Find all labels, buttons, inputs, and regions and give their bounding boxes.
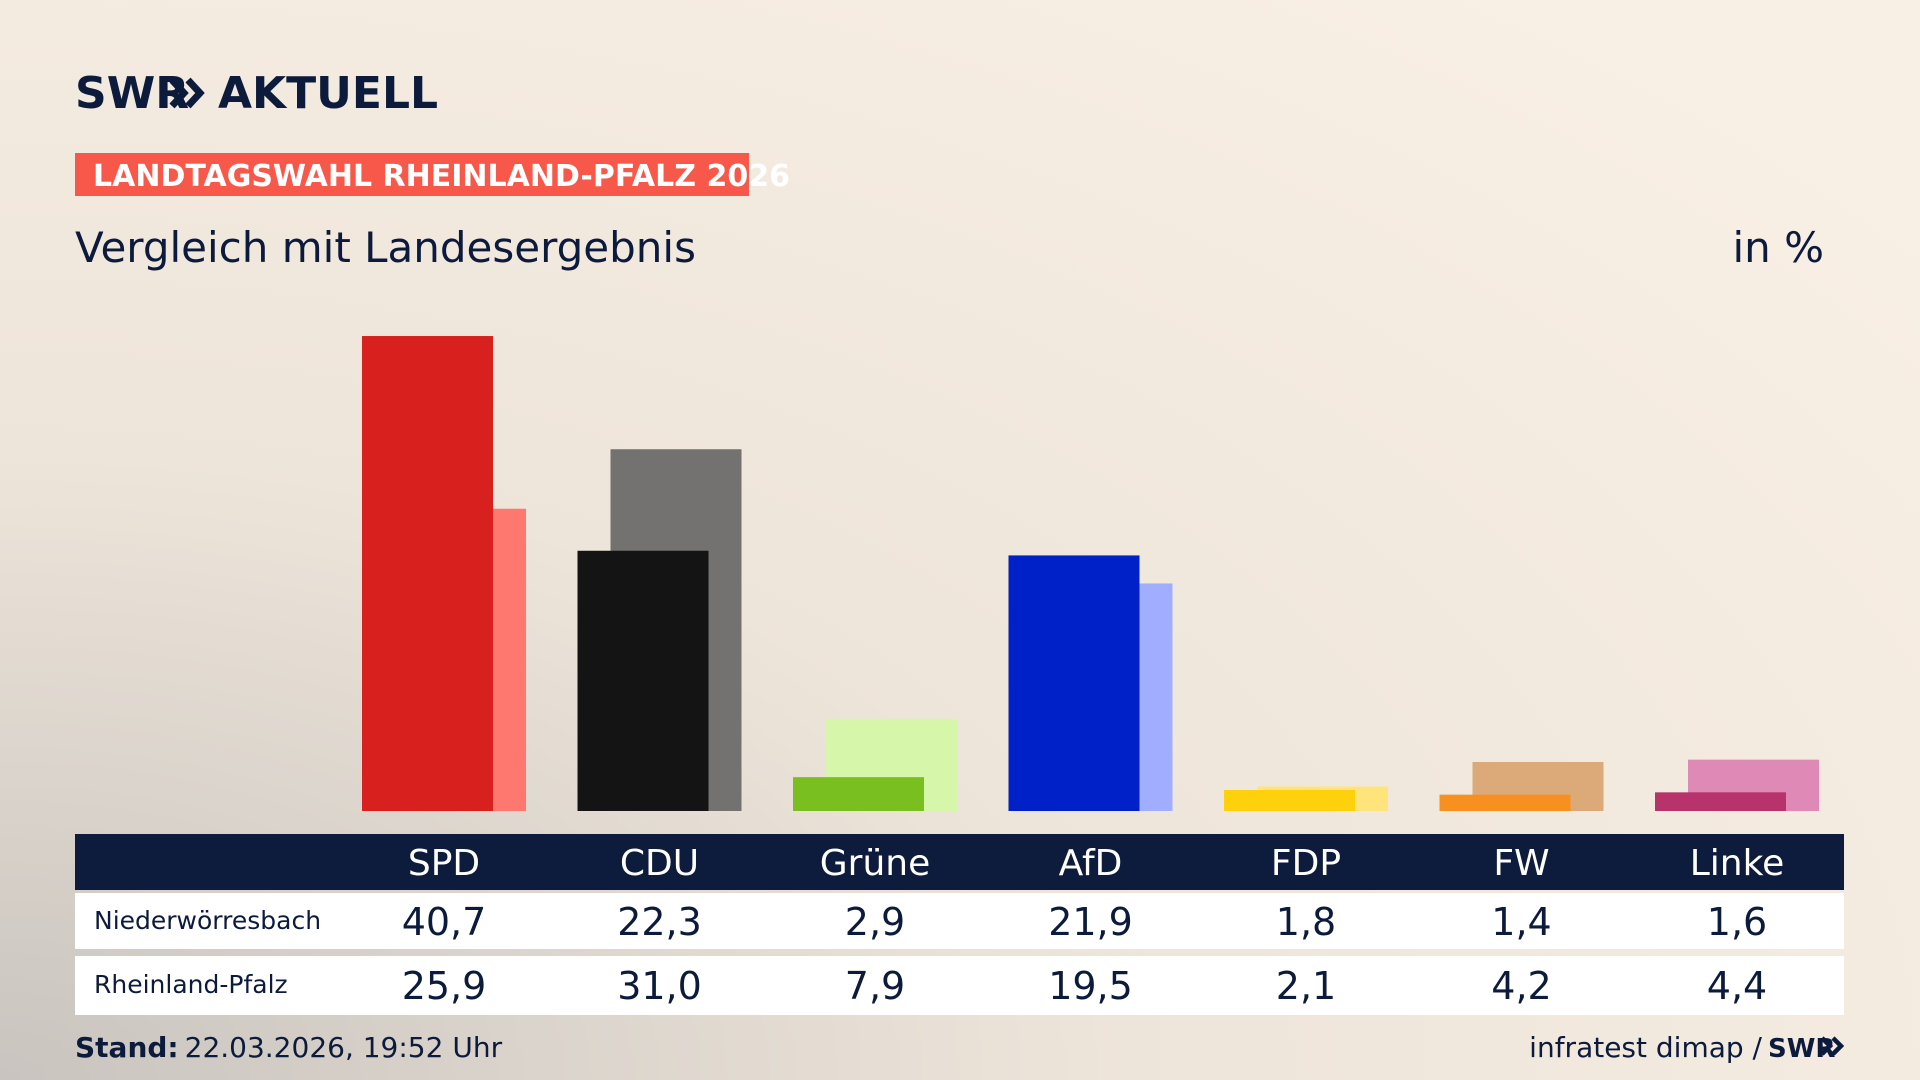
value-label: 40,7 [402, 900, 487, 944]
source: infratest dimap / [1529, 1031, 1762, 1064]
value-label: 7,9 [845, 964, 905, 1008]
value-label: 4,2 [1491, 964, 1551, 1008]
category-label: FDP [1271, 843, 1341, 884]
row-label: Rheinland-Pfalz [94, 970, 288, 999]
row-label: Niederwörresbach [94, 906, 321, 935]
category-label: AfD [1059, 843, 1123, 884]
bar [1655, 792, 1786, 811]
stand: 22.03.2026, 19:52 Uhr [185, 1031, 503, 1064]
value-label: 1,4 [1491, 900, 1551, 944]
category-label: Grüne [820, 843, 930, 884]
bar [362, 336, 493, 811]
footer-stand: Stand: 22.03.2026, 19:52 Uhr [75, 1031, 503, 1064]
chevron [169, 77, 189, 109]
value-label: 25,9 [402, 964, 487, 1008]
brand-section: AKTUELL [218, 68, 438, 119]
bar [793, 777, 924, 811]
value-label: 19,5 [1048, 964, 1133, 1008]
kicker-box [75, 153, 749, 196]
value-label: 22,3 [617, 900, 702, 944]
table: SPD 40,7 25,9 CDU 22,3 31,0 Grüne 2,9 7,9 AfD 21,9… [94, 843, 1784, 1008]
value-label: 2,1 [1276, 964, 1336, 1008]
value-label: 1,6 [1707, 900, 1767, 944]
value-label: 2,9 [845, 900, 905, 944]
value-label: 4,4 [1707, 964, 1767, 1008]
stand-label: Stand: [75, 1031, 179, 1064]
brand: SWR [75, 68, 189, 119]
logo: SWR AKTUELL [75, 68, 438, 119]
bar [1224, 789, 1355, 811]
bar [1008, 555, 1140, 811]
unit: in % [1732, 223, 1824, 272]
value-label: 1,8 [1276, 900, 1336, 944]
category-label: SPD [408, 843, 480, 884]
category-label: CDU [620, 843, 699, 884]
table-row [75, 956, 1844, 1015]
bars [362, 336, 1819, 811]
table-row [75, 893, 1844, 949]
table-header [75, 834, 1844, 890]
chevron [1831, 1036, 1845, 1056]
bar [577, 550, 709, 811]
category-label: Linke [1690, 843, 1785, 884]
value-label: 21,9 [1048, 900, 1133, 944]
category-label: FW [1493, 843, 1549, 884]
value-label: 31,0 [617, 964, 702, 1008]
chart-title: Vergleich mit Landesergebnis [75, 223, 696, 272]
kicker: LANDTAGSWAHL RHEINLAND-PFALZ 2026 [93, 159, 790, 194]
chevron [1820, 1036, 1834, 1056]
bar [1439, 794, 1571, 811]
chevron [185, 77, 205, 109]
